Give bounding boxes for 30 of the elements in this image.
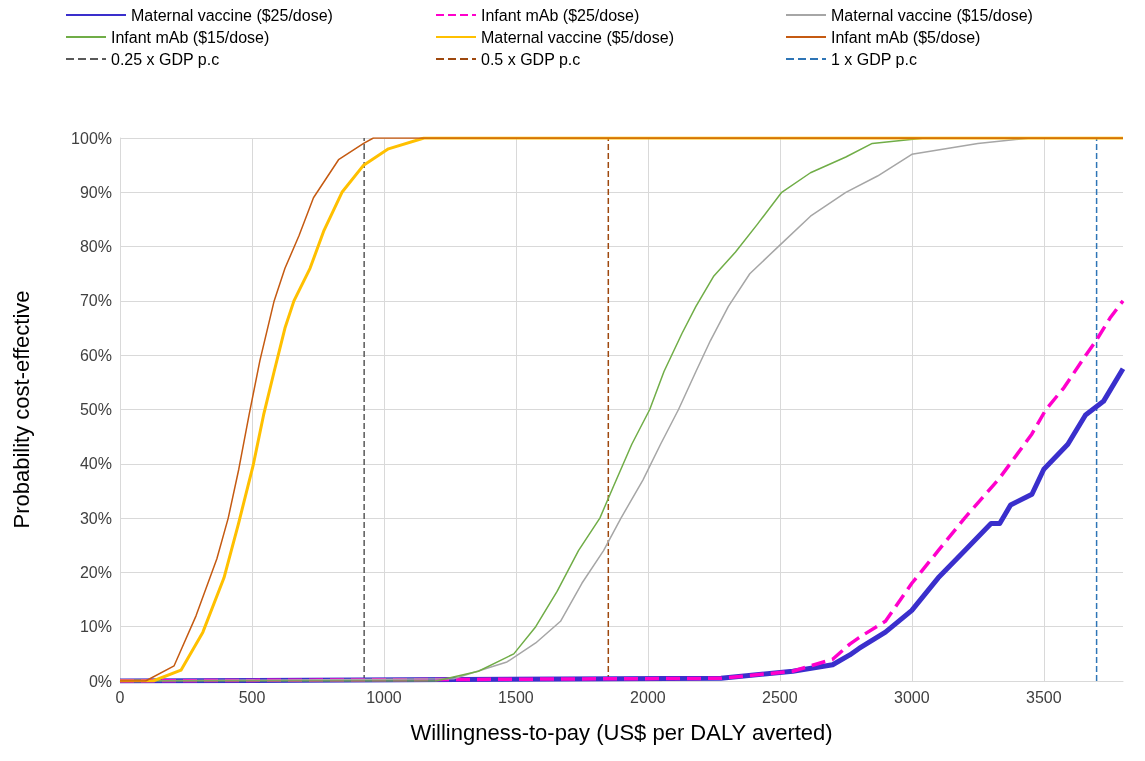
y-tick-label: 90%: [79, 183, 112, 201]
y-tick-label: 20%: [79, 563, 112, 581]
legend-label: 0.25 x GDP p.c: [111, 50, 220, 68]
x-tick-label: 0: [115, 688, 125, 706]
legend-label: Maternal vaccine ($15/dose): [831, 6, 1033, 24]
legend-label: Maternal vaccine ($25/dose): [131, 6, 333, 24]
y-axis-title: Probability cost-effective: [8, 290, 34, 529]
y-tick-label: 70%: [79, 292, 112, 310]
y-tick-label: 50%: [79, 401, 112, 418]
y-tick-label: 80%: [79, 238, 112, 256]
x-tick-label: 2500: [762, 688, 798, 706]
legend-label: Maternal vaccine ($5/dose): [481, 28, 674, 46]
y-tick-label: 100%: [71, 129, 112, 147]
y-tick-label: 30%: [79, 509, 112, 527]
x-tick-label: 500: [238, 688, 266, 706]
x-tick-label: 1000: [366, 688, 402, 706]
legend-label: Infant mAb ($25/dose): [481, 6, 640, 24]
y-tick-label: 0%: [88, 672, 112, 690]
legend-label: Infant mAb ($15/dose): [111, 28, 270, 46]
x-tick-label: 2000: [630, 688, 666, 706]
legend-label: 0.5 x GDP p.c: [481, 50, 581, 68]
x-tick-label: 1500: [498, 688, 534, 706]
x-tick-label: 3000: [894, 688, 930, 706]
legend-label: 1 x GDP p.c: [831, 50, 917, 68]
y-tick-label: 10%: [79, 618, 112, 636]
x-axis-title: Willingness-to-pay (US$ per DALY averted): [410, 719, 833, 745]
y-tick-label: 60%: [79, 346, 112, 364]
x-tick-label: 3500: [1026, 688, 1062, 706]
legend-label: Infant mAb ($5/dose): [831, 28, 981, 46]
y-tick-label: 40%: [79, 455, 112, 473]
